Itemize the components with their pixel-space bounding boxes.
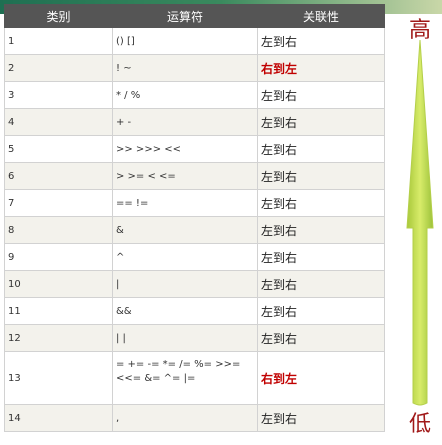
- table-row: 2 ! ~ 右到左: [4, 54, 385, 82]
- operator-cell: | |: [112, 324, 258, 352]
- operator-cell: ! ~: [112, 54, 258, 82]
- table-row: 12 | | 左到右: [4, 324, 385, 352]
- category-cell: 1: [4, 27, 113, 55]
- table-row: 1 () [] 左到右: [4, 27, 385, 55]
- associativity-cell: 左到右: [257, 324, 385, 352]
- header-associativity: 关联性: [257, 4, 385, 28]
- operator-cell: |: [112, 270, 258, 298]
- category-cell: 5: [4, 135, 113, 163]
- table-row: 14 , 左到右: [4, 404, 385, 432]
- category-cell: 13: [4, 351, 113, 405]
- operator-cell: = += -= *= /= %= >>= <<= &= ^= |=: [112, 351, 258, 405]
- table-row: 10 | 左到右: [4, 270, 385, 298]
- category-cell: 12: [4, 324, 113, 352]
- associativity-cell: 左到右: [257, 27, 385, 55]
- operator-cell: ,: [112, 404, 258, 432]
- operator-cell: () []: [112, 27, 258, 55]
- category-cell: 14: [4, 404, 113, 432]
- operator-cell: * / %: [112, 81, 258, 109]
- table-row: 4 + - 左到右: [4, 108, 385, 136]
- operator-cell: > >= < <=: [112, 162, 258, 190]
- category-cell: 9: [4, 243, 113, 271]
- associativity-cell: 左到右: [257, 216, 385, 244]
- associativity-cell: 左到右: [257, 162, 385, 190]
- table-row: 3 * / % 左到右: [4, 81, 385, 109]
- category-cell: 6: [4, 162, 113, 190]
- table-row: 5 >> >>> << 左到右: [4, 135, 385, 163]
- table-row: 11 && 左到右: [4, 297, 385, 325]
- category-cell: 3: [4, 81, 113, 109]
- header-category: 类别: [4, 4, 113, 28]
- associativity-cell: 左到右: [257, 189, 385, 217]
- associativity-cell: 左到右: [257, 297, 385, 325]
- precedence-arrow-icon: [406, 39, 434, 406]
- table-row: 13 = += -= *= /= %= >>= <<= &= ^= |= 右到左: [4, 351, 385, 405]
- operator-precedence-table: 类别 运算符 关联性 1 () [] 左到右 2 ! ~ 右到左 3 * / %…: [4, 4, 385, 432]
- operator-cell: ^: [112, 243, 258, 271]
- table-row: 8 & 左到右: [4, 216, 385, 244]
- table-header-row: 类别 运算符 关联性: [4, 4, 385, 28]
- low-priority-label: 低: [408, 412, 431, 437]
- associativity-cell: 左到右: [257, 243, 385, 271]
- table-row: 7 == != 左到右: [4, 189, 385, 217]
- associativity-cell: 右到左: [257, 54, 385, 82]
- category-cell: 2: [4, 54, 113, 82]
- associativity-cell: 左到右: [257, 135, 385, 163]
- operator-cell: == !=: [112, 189, 258, 217]
- associativity-cell: 左到右: [257, 270, 385, 298]
- associativity-cell: 右到左: [257, 351, 385, 405]
- category-cell: 10: [4, 270, 113, 298]
- operator-cell: &: [112, 216, 258, 244]
- operator-cell: + -: [112, 108, 258, 136]
- category-cell: 7: [4, 189, 113, 217]
- operator-cell: >> >>> <<: [112, 135, 258, 163]
- category-cell: 8: [4, 216, 113, 244]
- table-row: 9 ^ 左到右: [4, 243, 385, 271]
- associativity-cell: 左到右: [257, 108, 385, 136]
- high-priority-label: 高: [408, 18, 431, 43]
- category-cell: 4: [4, 108, 113, 136]
- operator-cell: &&: [112, 297, 258, 325]
- associativity-cell: 左到右: [257, 81, 385, 109]
- table-row: 6 > >= < <= 左到右: [4, 162, 385, 190]
- header-operator: 运算符: [112, 4, 258, 28]
- associativity-cell: 左到右: [257, 404, 385, 432]
- category-cell: 11: [4, 297, 113, 325]
